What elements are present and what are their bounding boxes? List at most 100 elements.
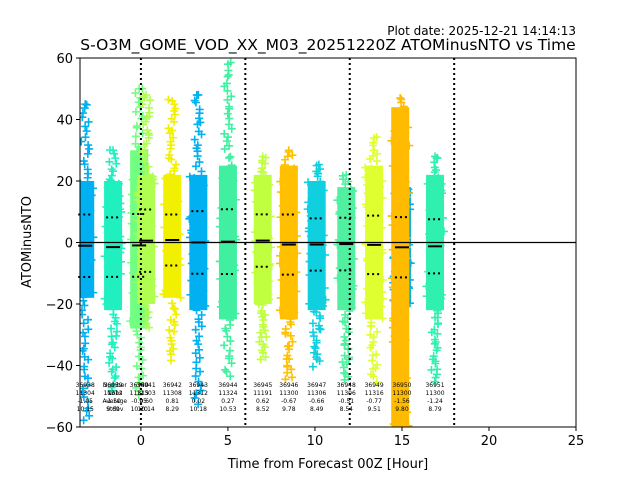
data-point	[338, 358, 347, 367]
data-point	[190, 393, 199, 402]
data-point	[283, 230, 292, 239]
data-point	[433, 222, 442, 231]
data-point	[388, 337, 397, 346]
max-point	[109, 146, 118, 155]
data-point	[388, 245, 397, 254]
data-point	[388, 161, 397, 170]
data-point	[127, 219, 136, 228]
data-point	[437, 179, 446, 188]
data-point	[434, 173, 443, 182]
data-point	[280, 256, 289, 265]
y-tick-label: −40	[46, 360, 73, 375]
data-point	[290, 308, 299, 317]
stats-label: 11300	[392, 390, 411, 397]
data-point	[361, 298, 370, 307]
data-point	[166, 216, 175, 225]
data-point	[275, 259, 284, 268]
stats-label: 36938	[76, 382, 95, 389]
max-point	[370, 133, 379, 142]
data-point	[254, 300, 263, 309]
data-point	[197, 167, 206, 176]
data-point	[197, 283, 206, 292]
data-point	[265, 261, 274, 270]
data-point	[226, 337, 235, 346]
data-point	[218, 297, 227, 306]
data-point	[146, 96, 155, 105]
data-point	[186, 290, 195, 299]
data-point	[399, 171, 408, 180]
data-point	[222, 137, 231, 146]
data-point	[253, 176, 262, 185]
data-point	[405, 189, 414, 198]
data-point	[192, 389, 201, 398]
data-point	[286, 289, 295, 298]
data-point	[132, 327, 141, 336]
data-point	[195, 270, 204, 279]
y-tick-label: 40	[56, 114, 73, 129]
data-point	[80, 259, 89, 268]
y-tick-label: −60	[46, 421, 73, 436]
data-point	[83, 397, 92, 406]
data-point	[426, 231, 435, 240]
data-point	[191, 372, 200, 381]
data-point	[134, 161, 143, 170]
data-point	[396, 305, 405, 314]
data-point	[391, 290, 400, 299]
data-point	[275, 306, 284, 315]
data-point	[145, 286, 154, 295]
data-point	[131, 153, 140, 162]
data-point	[190, 96, 199, 105]
data-point	[369, 138, 378, 147]
data-point	[112, 159, 121, 168]
data-point	[315, 312, 324, 321]
data-point	[369, 185, 378, 194]
data-point	[366, 330, 375, 339]
data-point	[256, 328, 265, 337]
data-point	[226, 200, 235, 209]
data-point	[104, 193, 113, 202]
stats-label: 11306	[337, 390, 356, 397]
data-point	[398, 309, 407, 318]
data-point	[285, 180, 294, 189]
data-point	[387, 136, 396, 145]
data-point	[112, 327, 121, 336]
data-point	[309, 307, 318, 316]
data-point	[280, 205, 289, 214]
data-point	[105, 274, 114, 283]
data-point	[400, 156, 409, 165]
data-point	[222, 79, 231, 88]
data-point	[281, 262, 290, 271]
data-point	[176, 293, 185, 302]
overlay-series	[387, 93, 414, 427]
stats-label: -1.05	[77, 398, 93, 405]
stats-label: -0.67	[281, 398, 297, 405]
data-point	[109, 380, 118, 389]
data-point	[112, 301, 121, 310]
data-point	[80, 344, 88, 353]
data-point	[195, 332, 204, 341]
data-point	[388, 323, 397, 332]
data-point	[397, 180, 406, 189]
data-point	[160, 223, 169, 232]
data-point	[366, 282, 375, 291]
data-point	[309, 328, 318, 337]
data-point	[397, 371, 406, 380]
data-point	[110, 373, 119, 382]
data-point	[311, 265, 320, 274]
stats-label: 11306	[307, 390, 326, 397]
data-point	[81, 339, 90, 348]
data-point	[106, 349, 115, 358]
data-point	[258, 184, 267, 193]
data-point	[142, 224, 151, 233]
data-point	[341, 369, 350, 378]
series-36946	[275, 146, 302, 384]
data-point	[192, 306, 201, 315]
data-point	[367, 318, 376, 327]
data-point	[82, 127, 91, 136]
data-point	[216, 214, 225, 223]
series-body	[104, 181, 123, 311]
data-point	[164, 124, 173, 133]
data-point	[310, 295, 319, 304]
data-point	[80, 352, 89, 361]
data-point	[397, 384, 406, 393]
